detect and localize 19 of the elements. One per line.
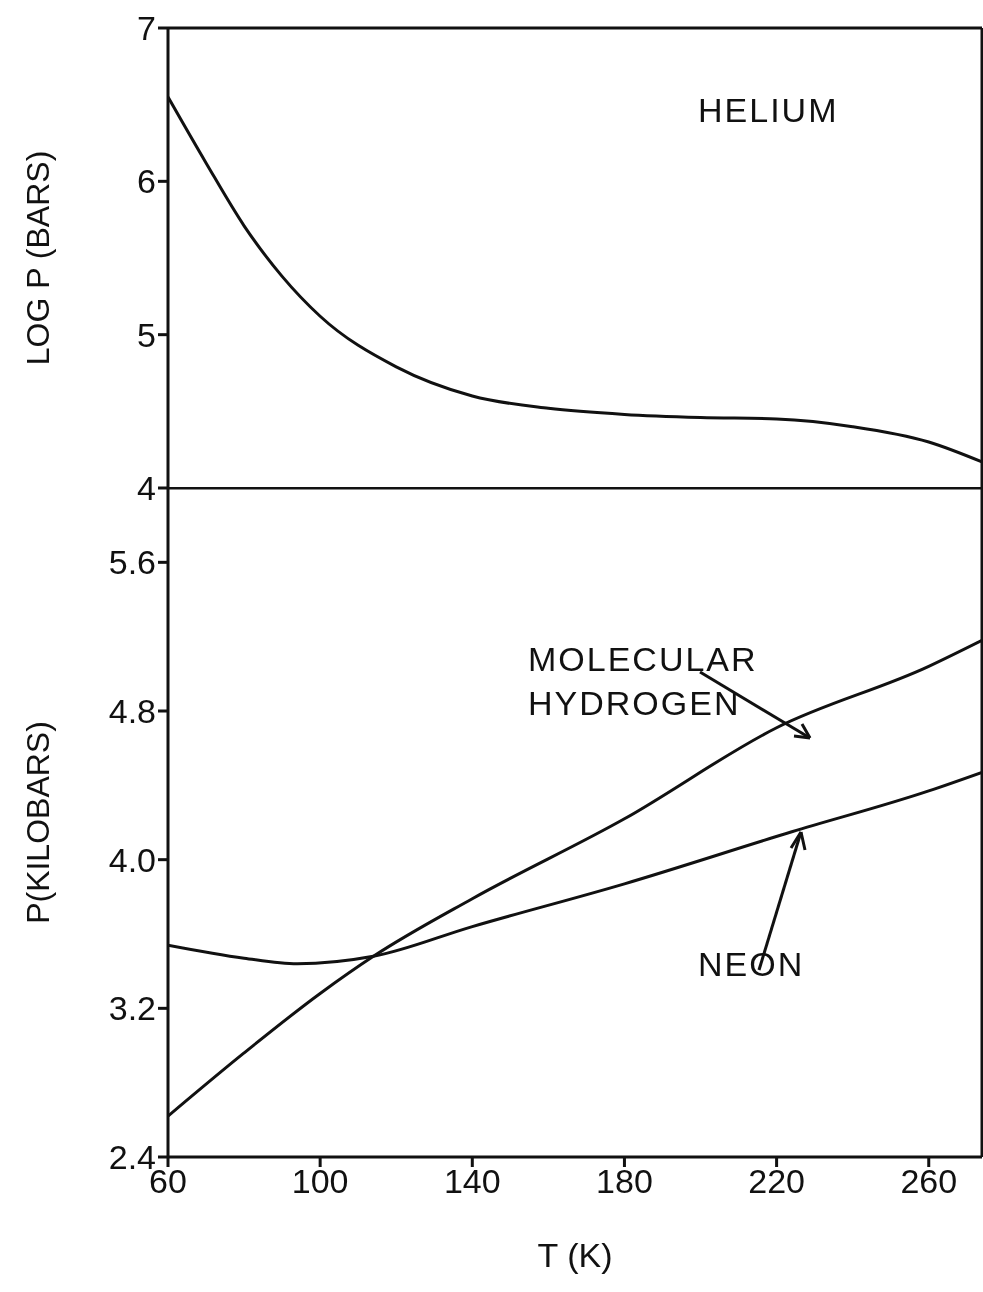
y-tick-label: 7 xyxy=(137,9,156,48)
x-axis-title: T (K) xyxy=(537,1236,613,1274)
x-tick-label: 140 xyxy=(443,1162,501,1201)
y-tick-label: 5.6 xyxy=(108,543,156,582)
x-tick-label: 220 xyxy=(748,1162,805,1201)
y-tick-label: 4.0 xyxy=(108,840,156,879)
y-tick-label: 6 xyxy=(137,162,156,201)
y-tick-label: 4 xyxy=(137,469,156,508)
text: HELIUM xyxy=(698,90,840,131)
y-tick-label: 3.2 xyxy=(108,989,156,1028)
y-axis-title: LOG P (BARS) xyxy=(20,150,57,366)
text: NEON xyxy=(698,944,806,985)
y-axis-title: P(KILOBARS) xyxy=(20,721,57,924)
x-tick-label: 100 xyxy=(291,1162,349,1201)
x-tick-label: 180 xyxy=(596,1162,653,1201)
y-tick-label: 4.8 xyxy=(108,692,156,731)
y-tick-label: 5 xyxy=(137,315,156,354)
x-tick-label: 260 xyxy=(900,1162,958,1201)
series-label: MOLECULAR HYDROGEN xyxy=(528,639,759,724)
